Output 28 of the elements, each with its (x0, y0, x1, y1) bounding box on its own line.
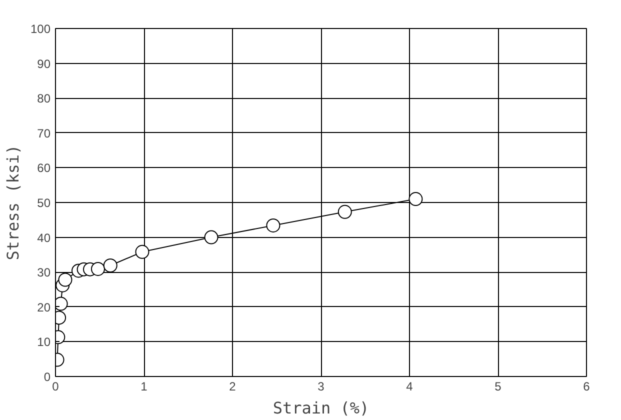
x-tick-label: 2 (229, 380, 236, 394)
y-tick-label: 30 (37, 266, 51, 280)
x-tick-label: 6 (583, 380, 590, 394)
y-tick-label: 80 (37, 92, 51, 106)
y-tick-label: 10 (37, 335, 51, 350)
y-tick-label: 70 (37, 126, 51, 140)
y-tick-label: 50 (37, 196, 51, 210)
x-tick-label: 1 (140, 380, 148, 394)
point (58, 272, 72, 287)
point (266, 218, 280, 232)
y-tick-label: 90 (37, 56, 51, 71)
point (135, 244, 150, 259)
x-axis-title: Strain (%) (272, 398, 370, 418)
x-tick-label: 3 (318, 380, 325, 394)
x-tick-label: 5 (494, 380, 502, 394)
point (338, 204, 352, 219)
y-tick-label: 20 (37, 300, 51, 314)
y-tick-label: 60 (37, 161, 51, 176)
y-tick-label: 100 (30, 22, 51, 36)
point (408, 192, 423, 206)
point (90, 262, 105, 276)
point (204, 230, 218, 244)
x-tick-label: 4 (406, 380, 414, 394)
point (103, 258, 118, 272)
y-axis-title: Stress (ksi) (3, 144, 22, 260)
y-tick-label: 40 (37, 230, 51, 245)
y-tick-label: 0 (44, 370, 51, 384)
x-tick-label: 0 (52, 380, 60, 394)
